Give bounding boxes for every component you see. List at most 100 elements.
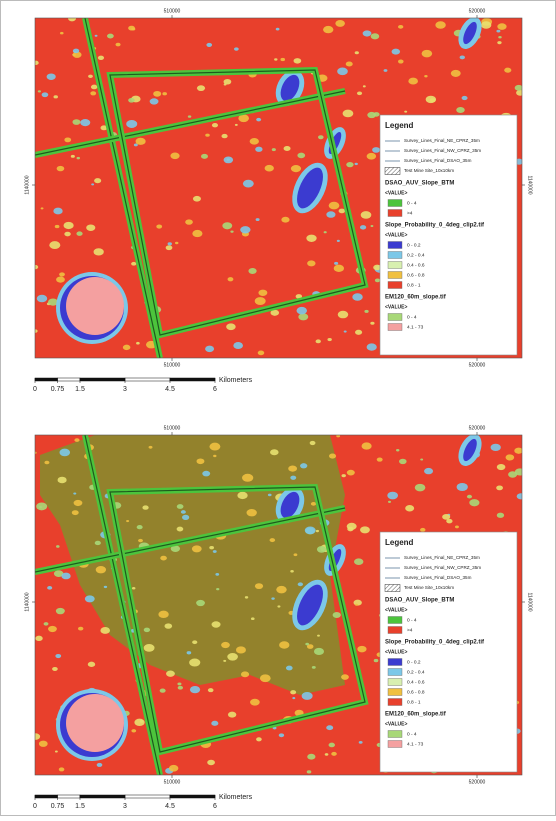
terrain-feature <box>38 740 48 747</box>
terrain-feature <box>162 92 167 96</box>
legend: Legend Survey_Lines_Final_NE_CPRZ_35m Surv… <box>379 114 518 356</box>
legend-hatch-symbol <box>384 167 401 175</box>
terrain-feature <box>254 583 264 590</box>
terrain-feature <box>346 522 357 530</box>
terrain-feature <box>352 293 363 301</box>
legend-title: Legend <box>385 538 414 547</box>
terrain-feature <box>131 729 137 733</box>
terrain-feature <box>143 627 151 633</box>
terrain-feature <box>420 527 426 532</box>
terrain-feature <box>86 224 96 231</box>
terrain-feature <box>373 112 380 117</box>
terrain-feature <box>387 500 391 503</box>
scale-segment <box>34 794 58 799</box>
terrain-feature <box>516 89 522 96</box>
terrain-feature <box>283 145 291 151</box>
legend-swatch <box>387 281 403 289</box>
terrain-feature <box>345 61 353 67</box>
x-coordinate-label: 520000 <box>469 425 486 431</box>
terrain-feature <box>41 92 49 98</box>
terrain-feature <box>52 666 58 671</box>
terrain-feature <box>331 751 337 756</box>
terrain-feature <box>35 264 39 270</box>
terrain-feature <box>370 225 374 228</box>
terrain-feature <box>360 211 372 219</box>
legend-label: Survey_Lines_Final_NE_CPRZ_35m <box>404 138 480 143</box>
legend: Legend Survey_Lines_Final_NE_CPRZ_35m Surv… <box>379 531 518 773</box>
terrain-feature <box>398 24 404 29</box>
terrain-feature <box>279 641 290 649</box>
terrain-feature <box>176 526 184 532</box>
terrain-feature <box>91 183 95 186</box>
terrain-feature <box>235 646 246 654</box>
ridge <box>463 438 477 462</box>
terrain-feature <box>221 641 230 649</box>
terrain-feature <box>35 451 37 454</box>
legend-label: 4.1 - 73 <box>407 324 424 330</box>
terrain-feature <box>466 494 473 499</box>
terrain-feature <box>285 665 293 671</box>
ridge <box>297 584 323 626</box>
terrain-feature <box>376 457 383 462</box>
terrain-feature <box>128 97 135 103</box>
terrain-feature <box>293 553 298 557</box>
terrain-feature <box>343 330 347 333</box>
terrain-feature <box>131 261 137 266</box>
terrain-feature <box>364 309 369 313</box>
legend-label: Survey_Lines_Final_DSAO_35m <box>404 158 472 163</box>
legend-layer-name: DSAO_AUV_Slope_BTM <box>385 181 454 187</box>
terrain-feature <box>310 501 317 506</box>
scale-label: 3 <box>123 386 127 393</box>
terrain-feature <box>166 670 175 677</box>
legend-swatch <box>387 241 403 249</box>
terrain-feature <box>55 653 62 659</box>
y-coordinate-label: 1140000 <box>24 175 30 194</box>
scale-label: 0.75 <box>51 803 65 810</box>
legend-label: 0 - 4 <box>407 617 417 623</box>
x-coordinate-label: 520000 <box>469 362 486 368</box>
terrain-feature <box>64 231 71 237</box>
terrain-feature <box>223 156 234 164</box>
legend-swatch <box>387 658 403 666</box>
terrain-feature <box>497 41 502 45</box>
terrain-feature <box>309 440 316 446</box>
terrain-feature <box>346 469 355 476</box>
terrain-feature <box>362 30 372 37</box>
survey-line <box>84 18 161 358</box>
terrain-feature <box>182 514 190 520</box>
x-coordinate-label: 520000 <box>469 779 486 785</box>
terrain-feature <box>249 138 259 145</box>
terrain-feature <box>301 691 313 700</box>
terrain-feature <box>290 569 294 573</box>
terrain-feature <box>56 545 60 548</box>
terrain-feature <box>244 596 249 599</box>
legend-swatch <box>387 271 403 279</box>
terrain-feature <box>97 55 105 61</box>
terrain-feature <box>358 741 363 744</box>
terrain-feature <box>275 27 280 31</box>
terrain-feature <box>64 137 72 143</box>
scale-label: 0.75 <box>51 386 65 393</box>
terrain-feature <box>341 674 349 680</box>
terrain-feature <box>337 310 349 319</box>
terrain-feature <box>189 685 201 694</box>
terrain-feature <box>255 218 260 222</box>
terrain-feature <box>59 448 71 457</box>
legend-label: 0.8 - 1 <box>407 699 421 705</box>
terrain-feature <box>254 297 266 305</box>
terrain-feature <box>223 659 227 662</box>
x-coordinate-label: 510000 <box>164 362 181 368</box>
legend-label: Test Mine Site_10x10km <box>404 585 454 590</box>
legend-label: 0 - 4 <box>407 200 417 206</box>
terrain-feature <box>383 69 388 72</box>
terrain-feature <box>196 85 206 92</box>
terrain-feature <box>143 644 155 652</box>
terrain-feature <box>53 570 64 578</box>
terrain-feature <box>341 474 346 478</box>
legend-box <box>379 531 518 773</box>
terrain-feature <box>354 162 358 166</box>
terrain-feature <box>94 540 101 546</box>
legend-swatch <box>387 678 403 686</box>
terrain-feature <box>80 119 91 127</box>
